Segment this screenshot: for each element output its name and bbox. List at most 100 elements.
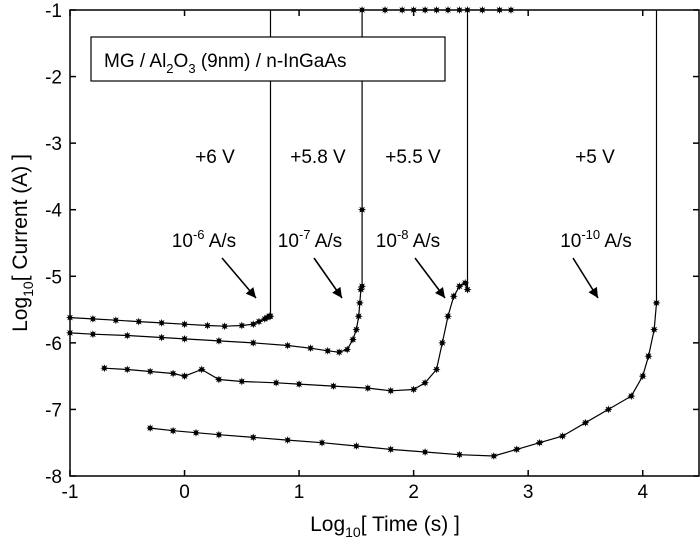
- data-point: [66, 328, 74, 337]
- data-point: [318, 438, 326, 447]
- data-point: [358, 205, 367, 214]
- series-1: [66, 10, 275, 331]
- top-marker: [507, 6, 515, 14]
- y-tick-label: -6: [45, 334, 62, 355]
- data-point: [169, 426, 178, 435]
- top-marker: [381, 6, 389, 14]
- voltage-label: +5.5 V: [385, 147, 441, 168]
- top-marker: [444, 6, 452, 14]
- arrowhead-icon: [435, 287, 445, 298]
- data-point: [237, 321, 246, 330]
- data-point: [352, 442, 361, 450]
- data-point: [604, 405, 613, 414]
- arrowhead-icon: [245, 287, 256, 298]
- data-point: [123, 365, 132, 374]
- top-markers: [358, 6, 515, 14]
- series-4: [146, 10, 661, 460]
- data-point: [638, 372, 647, 381]
- data-point: [358, 282, 367, 291]
- arrowhead-icon: [588, 286, 598, 298]
- data-point: [157, 333, 166, 342]
- y-tick-label: -4: [45, 201, 62, 222]
- data-point: [335, 348, 344, 357]
- data-point: [386, 386, 395, 395]
- voltage-label: +5 V: [575, 147, 615, 168]
- data-point: [581, 418, 590, 427]
- series-group: [66, 6, 661, 460]
- series-3: [100, 10, 472, 395]
- y-tick-label: -2: [45, 68, 62, 89]
- legend-box: [90, 36, 446, 82]
- data-point: [157, 318, 166, 327]
- x-tick-label: -1: [62, 482, 79, 503]
- legend-group: MG / Al2O3 (9nm) / n-InGaAs: [90, 36, 446, 82]
- arrowhead-icon: [332, 286, 342, 298]
- data-point: [180, 320, 189, 329]
- data-point: [146, 424, 155, 433]
- x-tick-label: 0: [179, 482, 190, 503]
- data-point: [421, 448, 430, 456]
- data-point: [627, 392, 636, 401]
- data-point: [558, 432, 567, 441]
- top-marker: [495, 6, 504, 14]
- data-point: [455, 282, 464, 291]
- y-tick-label: -8: [45, 467, 62, 488]
- data-point: [283, 341, 292, 350]
- data-point: [489, 452, 498, 460]
- data-point: [352, 325, 361, 334]
- data-point: [386, 445, 395, 454]
- data-point: [363, 384, 372, 393]
- data-point: [66, 313, 74, 322]
- data-point: [455, 450, 464, 459]
- data-point: [146, 367, 155, 376]
- top-marker: [398, 6, 407, 14]
- top-marker: [463, 6, 472, 14]
- x-axis-title: Log10[ Time (s) ]: [310, 513, 460, 540]
- voltage-label: +6 V: [195, 147, 235, 168]
- data-point: [461, 278, 470, 287]
- data-point: [88, 330, 97, 339]
- ramp-rate-label: 10-6 A/s: [172, 227, 236, 252]
- top-marker: [409, 6, 418, 14]
- data-point: [249, 433, 258, 442]
- data-point: [329, 382, 338, 391]
- top-marker: [421, 6, 430, 14]
- data-point: [192, 428, 200, 437]
- data-point: [111, 316, 120, 325]
- data-point: [249, 320, 258, 329]
- data-point: [88, 314, 97, 323]
- data-point: [343, 345, 352, 354]
- annotations-group: +6 V 10-6 A/s +5.8 V 10-7 A/s +5.5 V 10-8 A/s…: [172, 147, 632, 299]
- data-point: [214, 336, 223, 345]
- x-tick-label: 2: [408, 482, 419, 503]
- y-tick-label: -7: [45, 400, 62, 421]
- x-tick-label: 3: [523, 482, 534, 503]
- top-marker: [432, 6, 441, 14]
- data-point: [197, 365, 206, 374]
- data-point: [421, 378, 430, 387]
- data-point: [272, 378, 281, 387]
- data-point: [237, 377, 246, 386]
- ramp-rate-label: 10-7 A/s: [278, 227, 342, 252]
- data-point: [323, 346, 332, 355]
- data-point: [652, 298, 661, 307]
- ramp-rate-label: 10-8 A/s: [376, 227, 440, 252]
- data-point: [432, 365, 441, 374]
- data-point: [123, 331, 132, 340]
- data-point: [409, 385, 418, 394]
- data-point: [214, 430, 223, 439]
- x-tick-label: 1: [294, 482, 305, 503]
- data-point: [354, 312, 363, 321]
- y-tick-label: -5: [45, 267, 62, 288]
- voltage-label: +5.8 V: [290, 147, 346, 168]
- data-point: [463, 285, 472, 294]
- data-point: [100, 364, 109, 373]
- x-tick-label: 4: [637, 482, 648, 503]
- data-point: [295, 380, 304, 389]
- data-point: [512, 445, 521, 454]
- data-point: [644, 352, 653, 361]
- data-point: [650, 325, 659, 334]
- data-point: [180, 372, 189, 381]
- data-point: [180, 334, 189, 343]
